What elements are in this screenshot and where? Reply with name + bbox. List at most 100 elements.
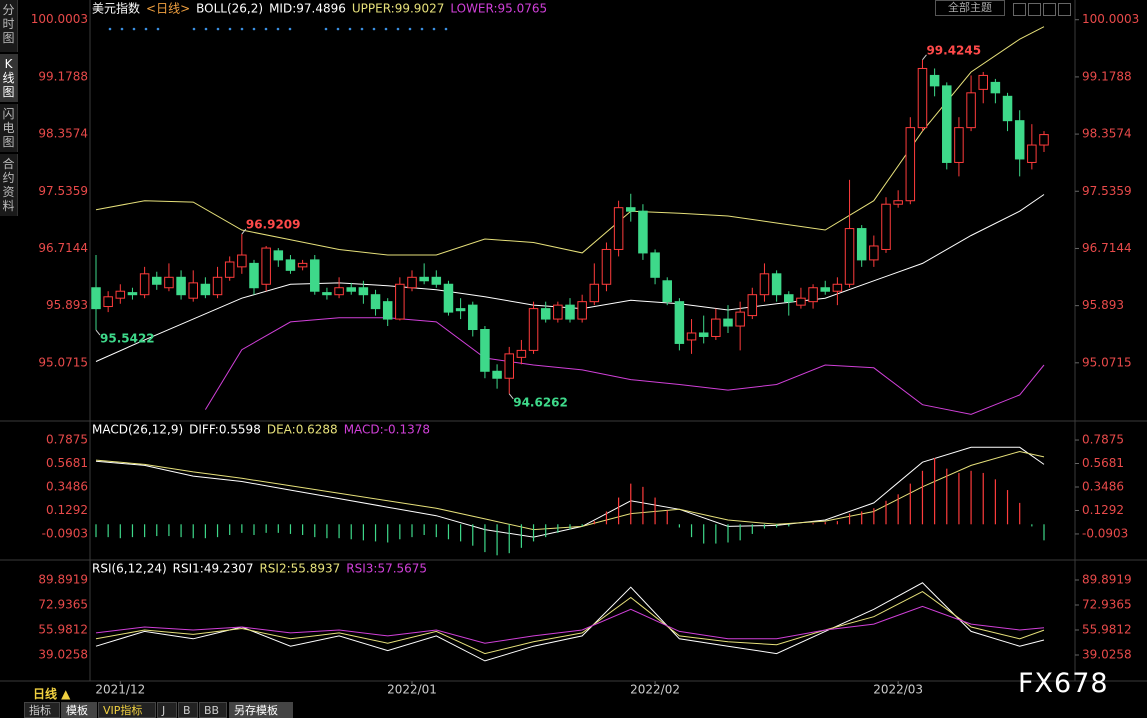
candle-body [942,85,952,163]
candle-body [382,301,393,320]
candle-body [176,276,186,296]
legend-entry: DEA:0.6288 [267,423,338,437]
candle-body [358,287,369,296]
annotation-leader [241,228,247,235]
candle-body [650,252,660,278]
indicator-line [95,450,1045,531]
bottom-tab[interactable]: BB [199,702,227,718]
sidebar-tab[interactable]: 闪电图 [0,104,18,152]
y-tick-label-right: 97.5359 [1082,184,1132,198]
marker-dot [336,27,340,31]
candle-body [334,287,344,296]
candle-body [395,283,405,320]
candle-body [711,318,721,337]
indicator-line [95,194,1045,362]
marker-dot [264,27,268,31]
marker-dot [216,27,220,31]
y-tick-label: 0.3486 [46,479,88,493]
annotation-leader [95,329,101,336]
candle-body [771,273,782,296]
indicator-line [95,591,1045,655]
legend-entry: RSI1:49.2307 [173,562,254,576]
theme-button[interactable]: 全部主题 [935,0,1005,16]
y-tick-label-right: 55.9812 [1082,622,1132,636]
y-tick-label: 98.3574 [38,127,88,141]
y-tick-label: 99.1788 [38,69,88,83]
candle-body [929,74,940,87]
y-tick-label-right: 95.893 [1082,298,1124,312]
y-tick-label-right: 98.3574 [1082,127,1132,141]
marker-dot [192,27,196,31]
sidebar-tab[interactable]: 分时图 [0,0,18,52]
legend-entry: <日线> [146,2,190,16]
candle-body [237,254,247,268]
legend-entry: DIFF:0.5598 [189,423,261,437]
candle-body [297,262,308,268]
bottom-tab[interactable]: 另存模板 [229,702,293,718]
y-tick-label-right: 96.7144 [1082,241,1132,255]
candle-body [443,283,454,313]
indicator-line [95,582,1045,662]
tool-icon[interactable] [1013,3,1026,16]
indicator-line [95,605,1045,644]
candle-body [103,296,113,308]
candle-body [91,287,101,310]
marker-dot [408,27,412,31]
candle-body [601,248,612,285]
y-tick-label-right: 0.1292 [1082,503,1124,517]
bottom-tab[interactable]: B [178,702,198,718]
candle-body [577,301,587,320]
candle-body [1002,95,1013,122]
tool-icon[interactable] [1028,3,1041,16]
candle-body [820,287,830,292]
candle-body [504,353,514,379]
bottom-tab[interactable]: 指标 [24,702,60,718]
tool-icon[interactable] [1058,3,1071,16]
sidebar-tab[interactable]: 合约资料 [0,154,18,216]
marker-dot [432,27,436,31]
y-tick-label-right: 72.9365 [1082,598,1132,612]
candle-body [893,200,903,205]
candle-body [346,287,356,292]
y-tick-label: 72.9365 [38,598,88,612]
candle-body [249,262,259,289]
sidebar-tab[interactable]: K线图 [0,54,18,102]
marker-dot [144,27,148,31]
candle-body [796,297,806,306]
y-tick-label-right: 0.7875 [1082,433,1124,447]
candle-body [407,276,417,289]
period-selector[interactable]: 日线 ▲ [33,687,71,701]
candle-body [832,283,843,292]
annotation-leader [922,54,927,61]
candle-body [455,308,466,312]
candle-body [747,294,758,317]
y-tick-label-right: -0.0903 [1082,526,1128,540]
bottom-tab[interactable]: VIP指标 [98,702,156,718]
bottom-tab[interactable]: 模板 [61,702,97,718]
y-tick-label-right: 39.0258 [1082,647,1132,661]
candle-body [1039,134,1049,146]
y-tick-label: 55.9812 [38,622,88,636]
indicator-line [95,446,1045,538]
candle-body [261,247,271,285]
marker-dot [324,27,328,31]
toolbar [1013,1,1077,16]
y-tick-label-right: 0.3486 [1082,479,1124,493]
legend-entry: 美元指数 [92,1,140,16]
marker-dot [204,27,208,31]
candle-body [468,304,478,331]
candle-body [115,290,126,299]
marker-dot [132,27,136,31]
bottom-tab[interactable]: J [157,702,177,718]
candle-body [528,308,539,351]
annotation: 95.5422 [100,332,155,346]
candle-body [990,81,1001,94]
marker-dot [396,27,400,31]
candle-body [200,283,211,296]
candle-body [1027,144,1037,163]
legend-entry: BOLL(26,2) [196,2,263,16]
y-tick-label: 0.5681 [46,456,88,470]
y-tick-label-right: 89.8919 [1082,573,1132,587]
tool-icon[interactable] [1043,3,1056,16]
candle-body [638,210,648,254]
